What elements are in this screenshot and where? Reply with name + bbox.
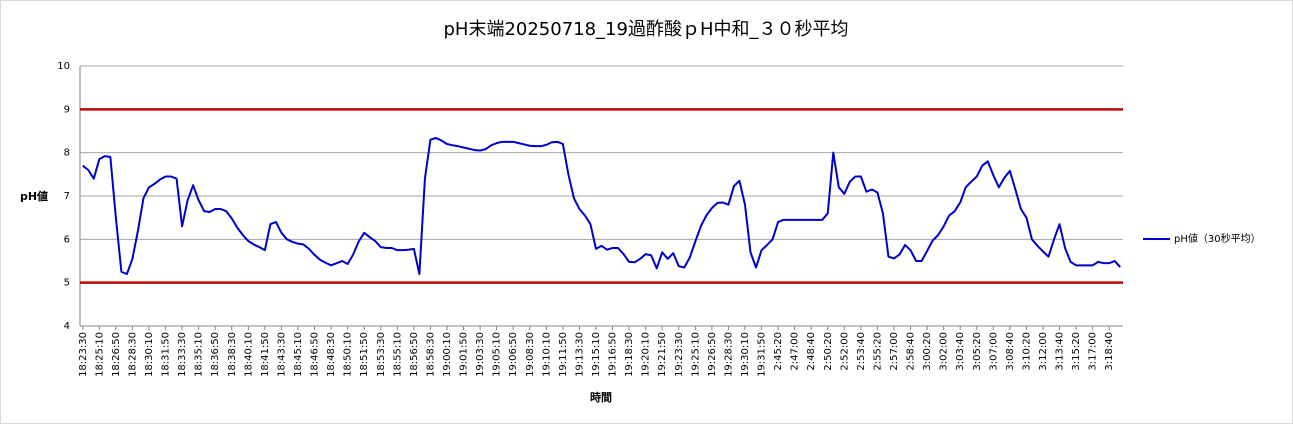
x-tick-label: 18:36:50 — [210, 332, 221, 377]
x-tick-label: 2:53:40 — [856, 332, 867, 371]
x-tick-label: 3:10:20 — [1021, 332, 1032, 371]
y-tick-label: 9 — [64, 104, 70, 115]
x-tick-label: 3:05:20 — [972, 332, 983, 371]
x-tick-label: 18:28:30 — [127, 332, 138, 377]
x-tick-label: 18:38:30 — [227, 332, 238, 377]
x-tick-label: 19:03:30 — [475, 332, 486, 377]
data-line — [82, 136, 1121, 275]
x-tick-label: 3:17:00 — [1088, 332, 1099, 371]
x-tick-label: 2:47:00 — [790, 332, 801, 371]
x-tick-label: 2:58:40 — [906, 332, 917, 371]
x-tick-label: 18:25:10 — [94, 332, 105, 377]
x-tick-label: 19:11:50 — [558, 332, 569, 377]
x-tick-label: 18:26:50 — [111, 332, 122, 377]
x-tick-label: 18:55:10 — [392, 332, 403, 377]
x-tick-label: 19:10:10 — [541, 332, 552, 377]
y-tick-label: 10 — [57, 61, 70, 72]
x-tick-label: 19:25:10 — [690, 332, 701, 377]
x-tick-label: 18:31:50 — [161, 332, 172, 377]
x-tick-label: 19:13:30 — [574, 332, 585, 377]
x-tick-label: 3:03:40 — [955, 332, 966, 371]
x-tick-label: 18:23:30 — [78, 332, 89, 377]
y-tick-label: 5 — [64, 278, 70, 289]
x-tick-label: 18:43:30 — [276, 332, 287, 377]
x-tick-label: 18:30:10 — [144, 332, 155, 377]
y-tick-label: 8 — [64, 148, 70, 159]
x-tick-label: 19:00:10 — [442, 332, 453, 377]
x-tick-label: 19:31:50 — [757, 332, 768, 377]
x-tick-label: 3:00:20 — [922, 332, 933, 371]
x-tick-label: 3:12:00 — [1038, 332, 1049, 371]
x-tick-label: 19:28:30 — [723, 332, 734, 377]
x-tick-label: 18:51:50 — [359, 332, 370, 377]
x-tick-label: 18:46:50 — [310, 332, 321, 377]
x-tick-label: 19:21:50 — [657, 332, 668, 377]
x-tick-label: 2:50:20 — [823, 332, 834, 371]
x-tick-label: 19:26:50 — [707, 332, 718, 377]
x-tick-label: 19:18:30 — [624, 332, 635, 377]
x-tick-label: 3:18:40 — [1104, 332, 1115, 371]
x-tick-label: 2:55:20 — [872, 332, 883, 371]
x-tick-label: 18:58:30 — [425, 332, 436, 377]
x-tick-label: 2:48:40 — [806, 332, 817, 371]
x-tick-label: 19:30:10 — [740, 332, 751, 377]
x-tick-label: 18:35:10 — [194, 332, 205, 377]
x-tick-label: 19:23:30 — [674, 332, 685, 377]
x-tick-label: 2:57:00 — [889, 332, 900, 371]
x-tick-label: 18:53:30 — [376, 332, 387, 377]
y-tick-label: 4 — [64, 321, 70, 332]
x-tick-label: 18:40:10 — [243, 332, 254, 377]
x-tick-label: 3:07:00 — [988, 332, 999, 371]
x-tick-label: 2:45:20 — [773, 332, 784, 371]
x-tick-label: 18:45:10 — [293, 332, 304, 377]
x-tick-label: 18:48:30 — [326, 332, 337, 377]
x-tick-label: 18:50:10 — [343, 332, 354, 377]
x-tick-label: 3:02:00 — [939, 332, 950, 371]
x-tick-label: 19:20:10 — [641, 332, 652, 377]
x-tick-label: 3:13:40 — [1055, 332, 1066, 371]
legend-label: pH値（30秒平均） — [1174, 232, 1261, 245]
x-tick-label: 18:56:50 — [409, 332, 420, 377]
x-tick-label: 3:08:40 — [1005, 332, 1016, 371]
x-tick-label: 19:05:10 — [492, 332, 503, 377]
y-axis-title: pH値 — [20, 189, 48, 203]
y-tick-label: 6 — [64, 234, 70, 245]
y-tick-label: 7 — [64, 191, 70, 202]
x-tick-label: 18:33:30 — [177, 332, 188, 377]
x-tick-label: 19:15:10 — [591, 332, 602, 377]
x-tick-label: 2:52:00 — [839, 332, 850, 371]
x-tick-label: 3:15:20 — [1071, 332, 1082, 371]
chart-title: pH末端20250718_19過酢酸ｐH中和_３０秒平均 — [443, 19, 848, 40]
x-axis-title: 時間 — [590, 390, 612, 404]
x-tick-label: 19:06:50 — [508, 332, 519, 377]
x-tick-label: 19:16:50 — [608, 332, 619, 377]
x-tick-label: 19:08:30 — [525, 332, 536, 377]
x-tick-label: 19:01:50 — [459, 332, 470, 377]
x-tick-label: 18:41:50 — [260, 332, 271, 377]
